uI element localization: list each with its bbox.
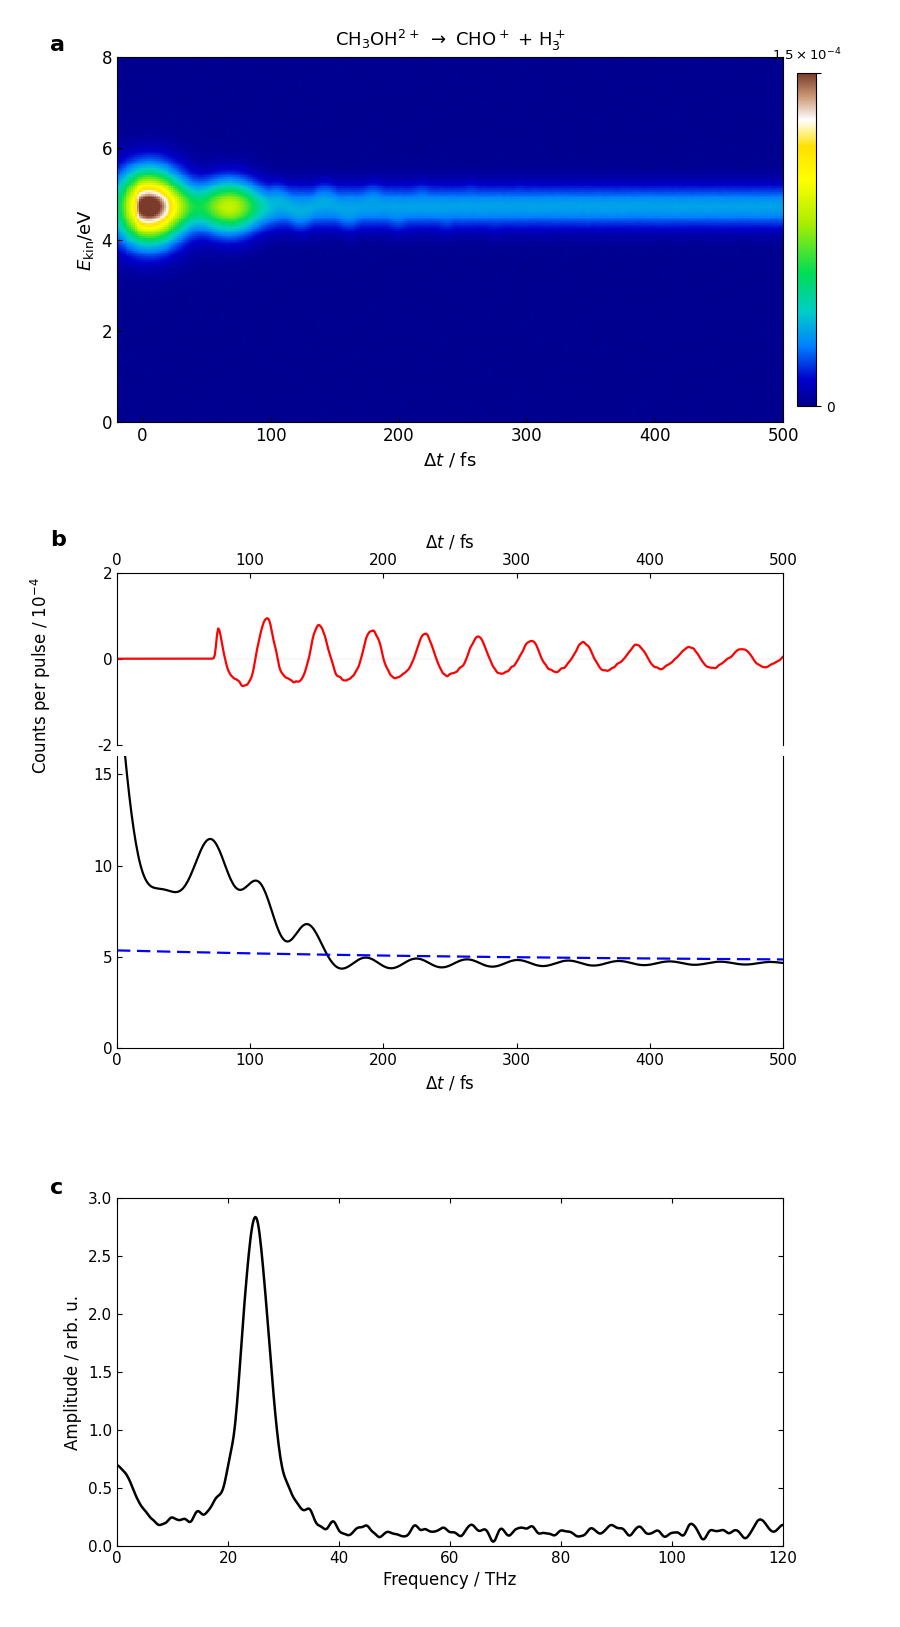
Text: a: a — [50, 36, 66, 55]
X-axis label: $\Delta t$ / fs: $\Delta t$ / fs — [423, 451, 477, 470]
X-axis label: Frequency / THz: Frequency / THz — [383, 1572, 517, 1590]
Y-axis label: Amplitude / arb. u.: Amplitude / arb. u. — [64, 1295, 82, 1450]
Title: CH$_3$OH$^{2+}$ $\rightarrow$ CHO$^+$ + H$_3^+$: CH$_3$OH$^{2+}$ $\rightarrow$ CHO$^+$ + … — [335, 28, 565, 52]
X-axis label: $\Delta t$ / fs: $\Delta t$ / fs — [425, 532, 475, 552]
Y-axis label: $E_{\mathrm{kin}}$/eV: $E_{\mathrm{kin}}$/eV — [76, 208, 96, 270]
Text: c: c — [50, 1178, 64, 1197]
Text: Counts per pulse / 10$^{-4}$: Counts per pulse / 10$^{-4}$ — [29, 578, 52, 773]
Text: $1.5\times10^{-4}$: $1.5\times10^{-4}$ — [771, 47, 842, 63]
X-axis label: $\Delta t$ / fs: $\Delta t$ / fs — [425, 1074, 475, 1092]
Text: b: b — [50, 530, 67, 550]
